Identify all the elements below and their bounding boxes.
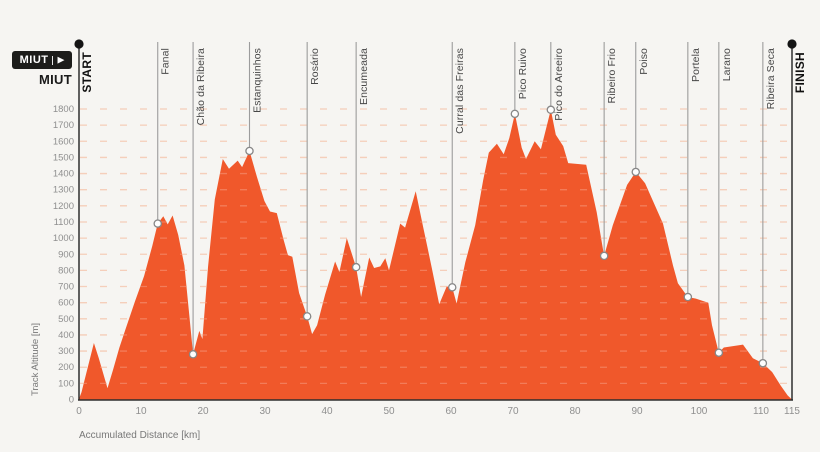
checkpoint-label-estanquinhos: Estanquinhos bbox=[252, 48, 264, 113]
checkpoint-marker-chao-da-ribeira bbox=[188, 350, 198, 359]
miut-badge-text: MIUT bbox=[19, 53, 49, 66]
y-tick-label: 600 bbox=[58, 298, 74, 309]
x-tick-label: 30 bbox=[259, 406, 271, 417]
y-axis-title: Track Altitude [m] bbox=[30, 323, 41, 396]
y-tick-label: 300 bbox=[58, 346, 74, 357]
play-icon: ▶ bbox=[57, 54, 65, 64]
x-tick-label: 60 bbox=[445, 406, 457, 417]
y-tick-label: 1500 bbox=[53, 152, 74, 163]
checkpoint-label-pico-do-areeiro: Pico do Areeiro bbox=[553, 48, 565, 121]
checkpoint-marker-larano bbox=[714, 348, 724, 357]
miut-wordmark: MIUT bbox=[39, 72, 72, 87]
x-tick-label: 0 bbox=[76, 406, 82, 417]
y-tick-label: 100 bbox=[58, 378, 74, 389]
y-tick-label: 800 bbox=[58, 265, 74, 276]
x-tick-label: 90 bbox=[631, 406, 643, 417]
checkpoint-label-poiso: Poiso bbox=[638, 48, 650, 75]
checkpoint-marker-estanquinhos bbox=[245, 146, 254, 156]
checkpoint-marker-curral-das-freiras bbox=[447, 283, 457, 292]
badge-divider bbox=[52, 55, 54, 65]
x-tick-label: 20 bbox=[197, 406, 209, 417]
checkpoint-label-rosario: Rosário bbox=[309, 48, 321, 85]
y-tick-label: 0 bbox=[69, 395, 74, 406]
y-tick-label: 1300 bbox=[53, 185, 74, 196]
checkpoint-marker-ribeiro-frio bbox=[599, 251, 609, 261]
y-tick-label: 1400 bbox=[53, 169, 74, 180]
y-tick-label: 200 bbox=[58, 362, 74, 373]
checkpoint-marker-portela bbox=[683, 292, 693, 302]
miut-logo-badge: MIUT ▶ bbox=[12, 51, 72, 69]
checkpoint-label-larano: Larano bbox=[721, 48, 733, 81]
y-tick-label: 1200 bbox=[53, 201, 74, 212]
x-tick-label: 115 bbox=[784, 406, 800, 417]
y-tick-label: 1600 bbox=[53, 136, 74, 147]
checkpoint-label-portela: Portela bbox=[690, 48, 702, 82]
checkpoint-label-curral-das-freiras: Curral das Freiras bbox=[454, 48, 466, 134]
checkpoint-label-chao-da-ribeira: Chão da Ribeira bbox=[195, 48, 207, 125]
checkpoint-label-ribeira-seca: Ribeira Seca bbox=[765, 48, 777, 109]
x-tick-label: 70 bbox=[507, 406, 519, 417]
x-tick-label: 50 bbox=[383, 406, 395, 417]
finish-dot bbox=[787, 39, 797, 49]
checkpoint-label-start: START bbox=[80, 52, 94, 93]
y-tick-label: 400 bbox=[58, 330, 74, 341]
x-tick-label: 80 bbox=[569, 406, 581, 417]
checkpoint-marker-fanal bbox=[153, 219, 162, 228]
miut-logo: MIUT ▶ MIUT bbox=[12, 51, 72, 87]
checkpoint-label-ribeiro-frio: Ribeiro Frio bbox=[606, 48, 618, 104]
checkpoint-marker-ribeira-seca bbox=[758, 358, 768, 368]
checkpoint-label-fanal: Fanal bbox=[160, 48, 172, 75]
y-tick-label: 1100 bbox=[54, 217, 74, 228]
elevation-area bbox=[79, 109, 792, 400]
start-dot bbox=[74, 39, 84, 49]
x-tick-label: 10 bbox=[135, 406, 147, 417]
checkpoint-marker-pico-do-areeiro bbox=[546, 105, 556, 115]
x-axis-title: Accumulated Distance [km] bbox=[79, 430, 200, 441]
checkpoint-label-pico-ruivo: Pico Ruivo bbox=[517, 48, 529, 99]
checkpoint-marker-rosario bbox=[302, 312, 312, 321]
y-tick-label: 1000 bbox=[53, 233, 74, 244]
x-tick-label: 40 bbox=[321, 406, 333, 417]
x-tick-label: 100 bbox=[691, 406, 708, 417]
checkpoint-marker-pico-ruivo bbox=[510, 109, 520, 119]
checkpoint-marker-encumeada bbox=[351, 262, 361, 272]
checkpoint-label-finish: FINISH bbox=[793, 52, 807, 93]
y-tick-label: 500 bbox=[58, 314, 74, 325]
y-tick-label: 1700 bbox=[53, 120, 74, 131]
y-tick-label: 900 bbox=[58, 249, 74, 260]
y-tick-label: 1800 bbox=[53, 104, 74, 115]
checkpoint-marker-poiso bbox=[631, 167, 641, 177]
y-tick-label: 700 bbox=[58, 282, 74, 293]
checkpoint-label-encumeada: Encumeada bbox=[358, 48, 370, 105]
x-tick-label: 110 bbox=[753, 406, 769, 417]
